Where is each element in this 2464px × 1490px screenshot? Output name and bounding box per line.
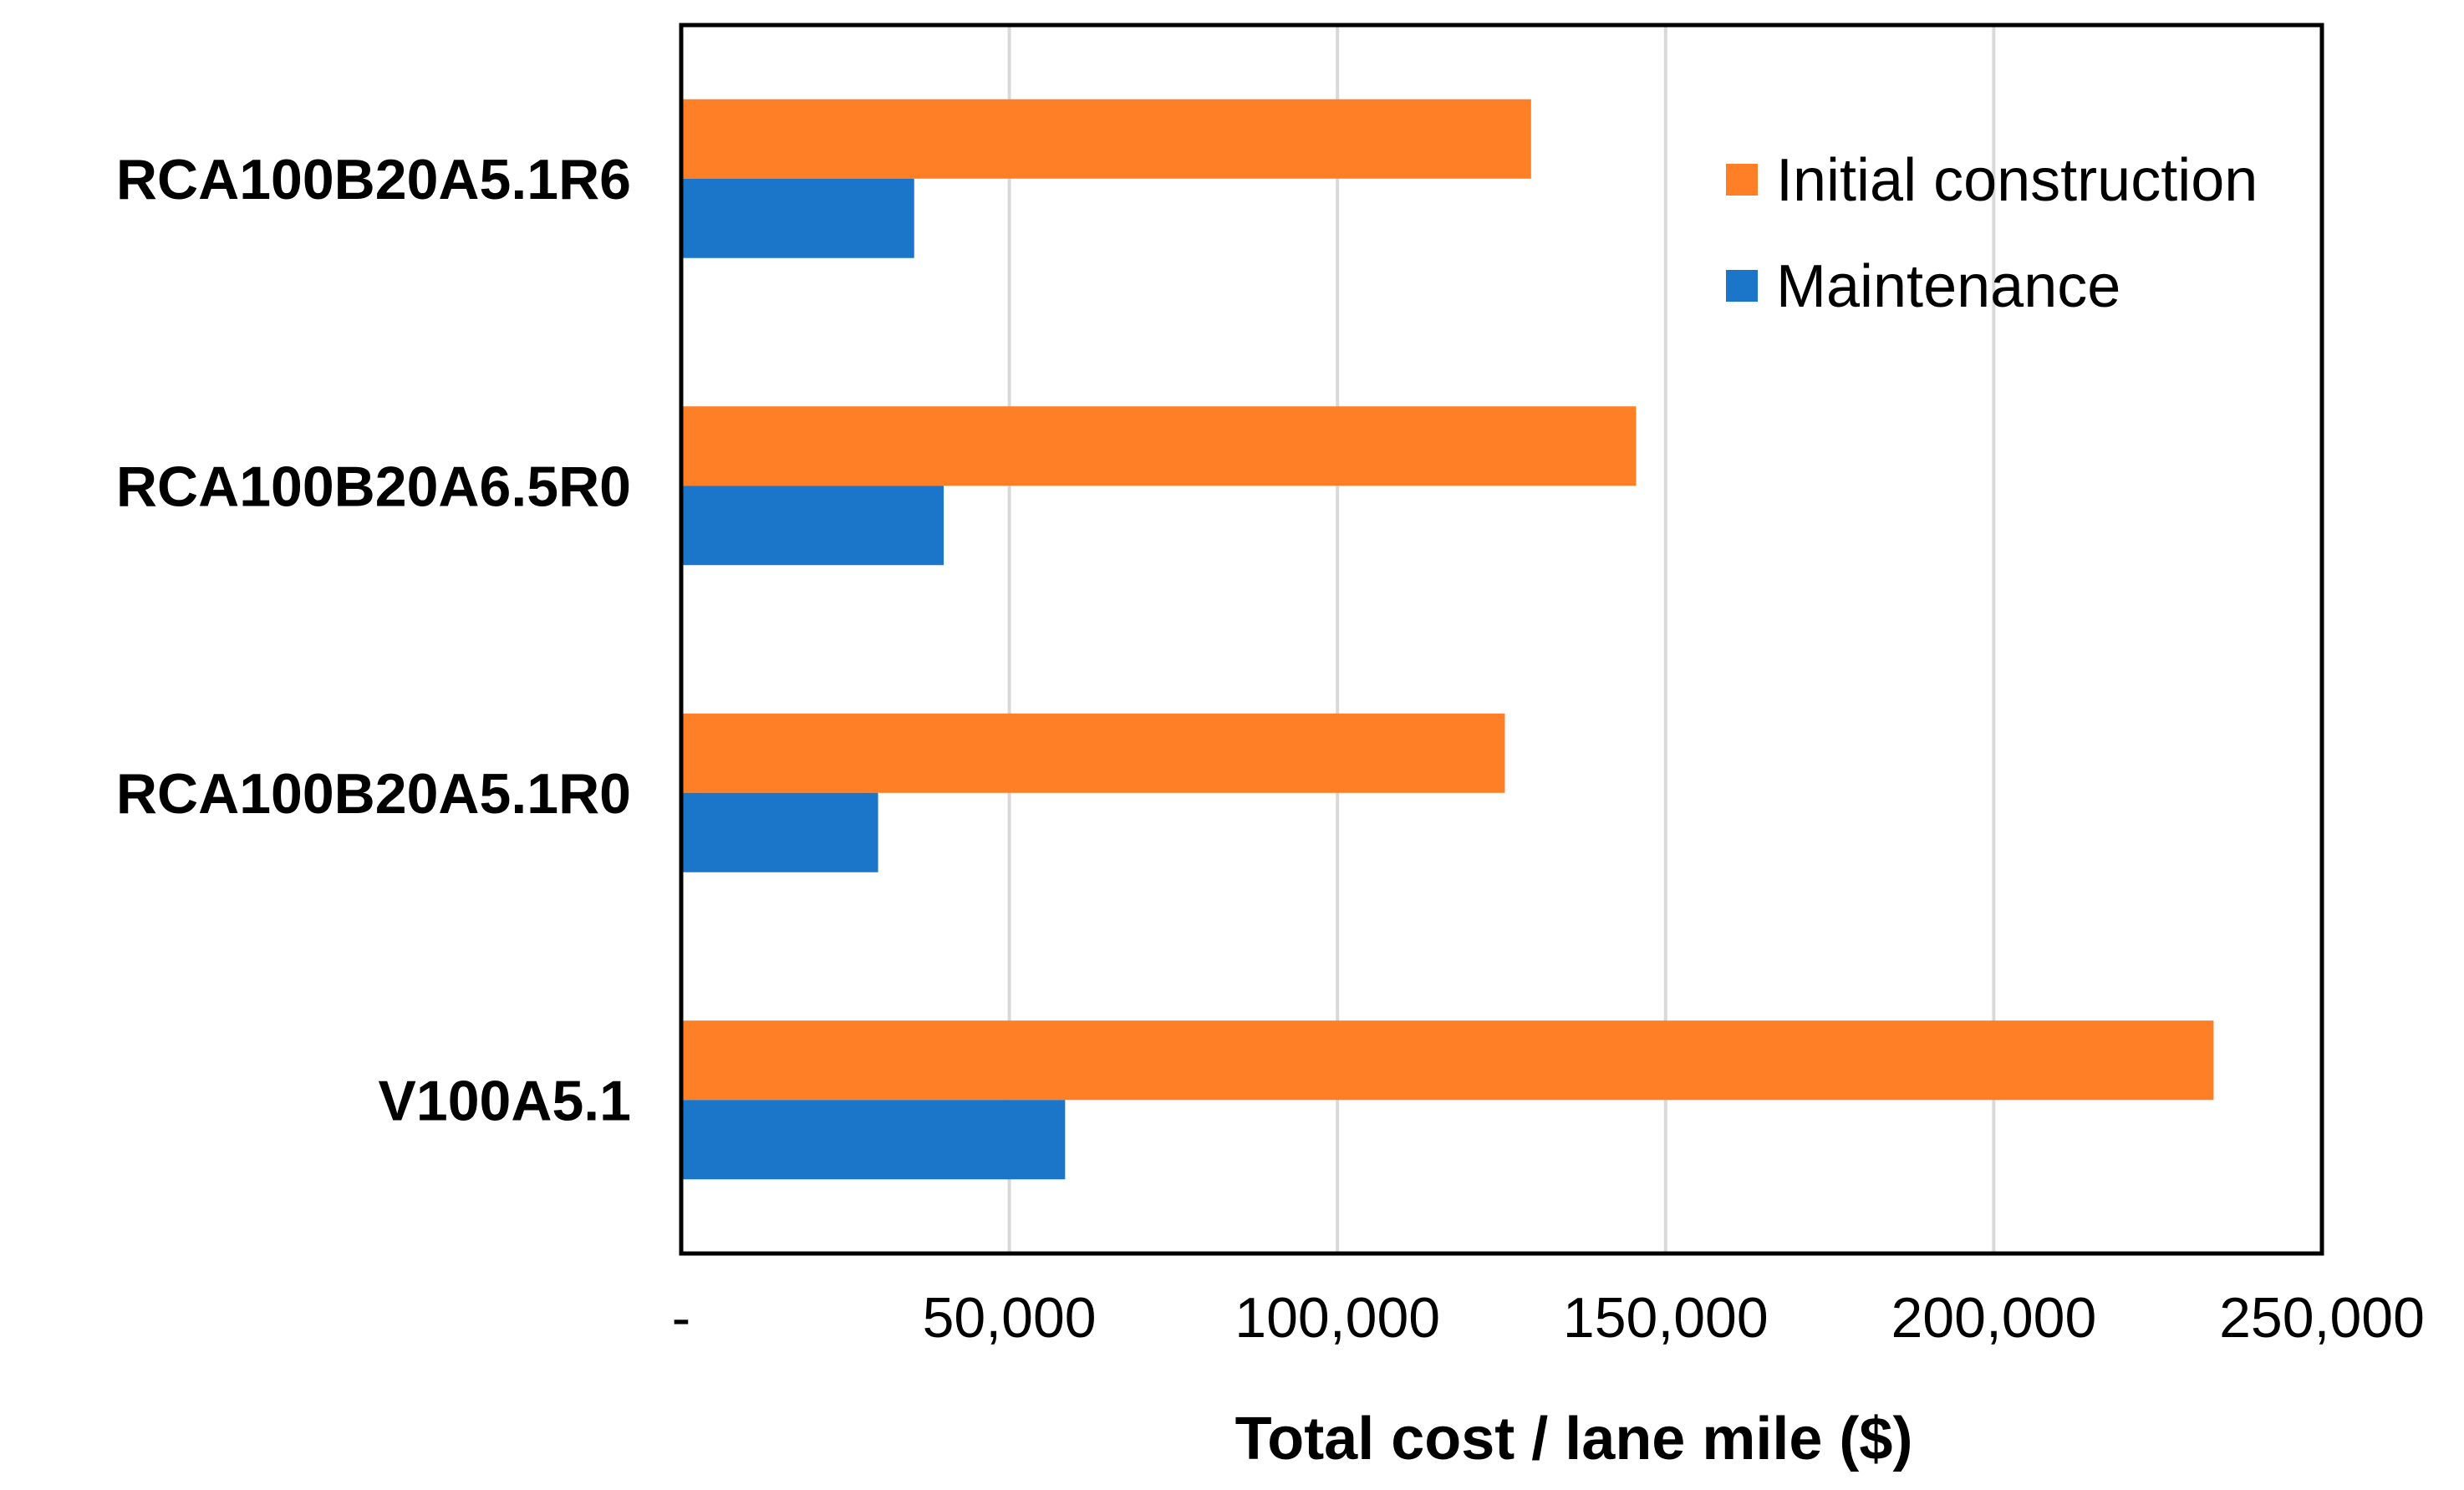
x-tick-label: 150,000 — [1563, 1286, 1769, 1350]
x-tick-label: 50,000 — [923, 1286, 1097, 1350]
category-label: RCA100B20A5.1R6 — [116, 148, 631, 211]
bar-initial-construction-2 — [681, 713, 1505, 793]
legend-swatch — [1726, 270, 1758, 302]
legend: Initial construction Maintenance — [1726, 147, 2258, 320]
x-tick-labels: - 50,000 100,000 150,000 200,000 250,000 — [672, 1286, 2425, 1350]
bar-initial-construction-0 — [681, 99, 1531, 179]
x-tick-label: 200,000 — [1891, 1286, 2096, 1350]
category-label: RCA100B20A5.1R0 — [116, 762, 631, 826]
plot-frame — [679, 23, 2324, 1256]
legend-swatch — [1726, 164, 1758, 196]
x-tick-label: 250,000 — [2219, 1286, 2425, 1350]
bar-maintenance-3 — [681, 1100, 1066, 1180]
x-tick-label: - — [672, 1286, 691, 1350]
x-axis-title: Total cost / lane mile ($) — [1235, 1406, 1913, 1472]
bar-maintenance-2 — [681, 792, 878, 872]
category-label: V100A5.1 — [379, 1069, 631, 1132]
x-tick-label: 100,000 — [1235, 1286, 1440, 1350]
bars — [681, 99, 2214, 1180]
legend-label: Initial construction — [1776, 147, 2258, 214]
bar-maintenance-0 — [681, 178, 914, 258]
bar-initial-construction-3 — [681, 1020, 2214, 1101]
category-labels: RCA100B20A5.1R6 RCA100B20A6.5R0 RCA100B20A… — [116, 148, 631, 1133]
legend-label: Maintenance — [1776, 253, 2120, 320]
category-label: RCA100B20A6.5R0 — [116, 455, 631, 518]
bar-initial-construction-1 — [681, 406, 1637, 486]
bar-maintenance-1 — [681, 486, 944, 566]
